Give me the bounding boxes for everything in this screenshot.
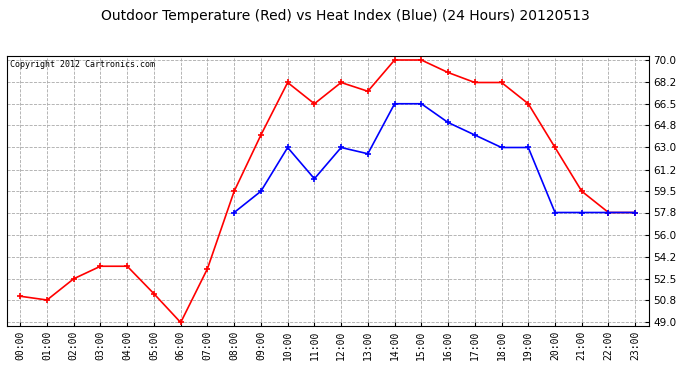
Text: Copyright 2012 Cartronics.com: Copyright 2012 Cartronics.com xyxy=(10,60,155,69)
Text: Outdoor Temperature (Red) vs Heat Index (Blue) (24 Hours) 20120513: Outdoor Temperature (Red) vs Heat Index … xyxy=(101,9,589,23)
